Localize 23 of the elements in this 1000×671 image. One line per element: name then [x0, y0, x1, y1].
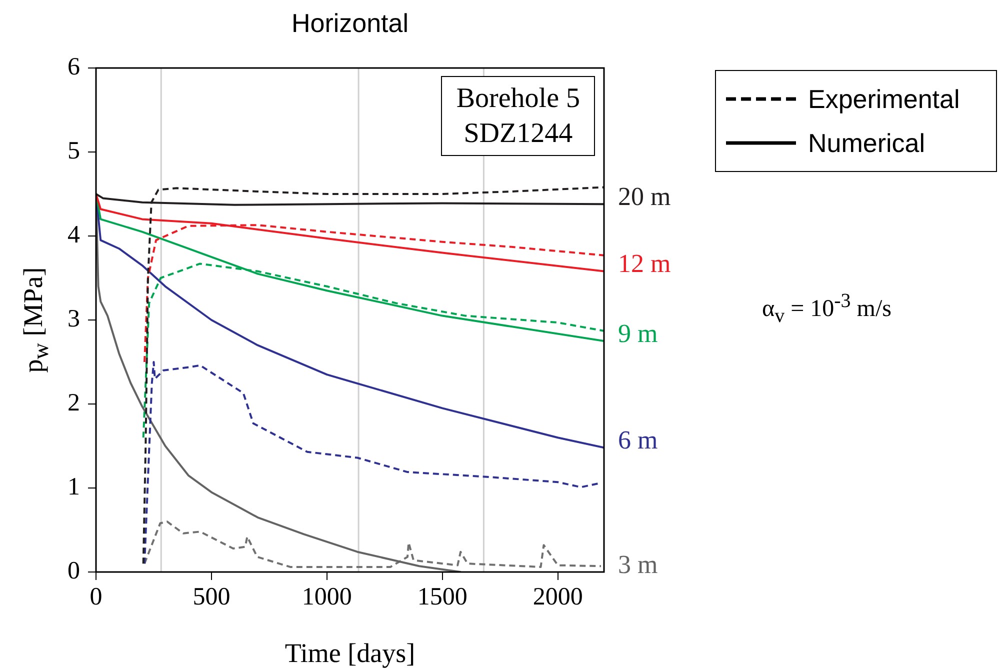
annotation: Borehole 5 SDZ1244	[441, 76, 595, 156]
y-tick-label: 6	[68, 54, 80, 81]
text: 3 m	[618, 550, 658, 579]
text: α$_{v}$ = 10$^{-3}$ m/s	[762, 290, 892, 328]
y-tick-label: 4	[68, 222, 80, 249]
x-axis-title: Time [days]	[284, 638, 416, 668]
y-tick-label: 3	[68, 306, 80, 333]
y-tick-label: 2	[68, 390, 80, 417]
y-tick-label: 0	[68, 558, 80, 585]
y-tick-label: 5	[68, 138, 80, 165]
x-tick-label: 0	[90, 584, 102, 611]
series-label: 9 m	[618, 318, 658, 348]
series-label: 12 m	[618, 249, 671, 278]
x-tick-label: 1000	[302, 584, 352, 611]
series-label: 6 m	[618, 426, 658, 455]
x-tick-label: 2000	[532, 584, 583, 611]
y-tick-label: 1	[68, 474, 80, 501]
x-tick-label: 1500	[417, 584, 468, 611]
text: Experimental	[808, 84, 960, 114]
text: Numerical	[808, 128, 926, 158]
x-tick-label: 500	[192, 584, 230, 611]
series-label: 20 m	[618, 182, 671, 211]
chart-title: Horizontal	[290, 8, 410, 39]
